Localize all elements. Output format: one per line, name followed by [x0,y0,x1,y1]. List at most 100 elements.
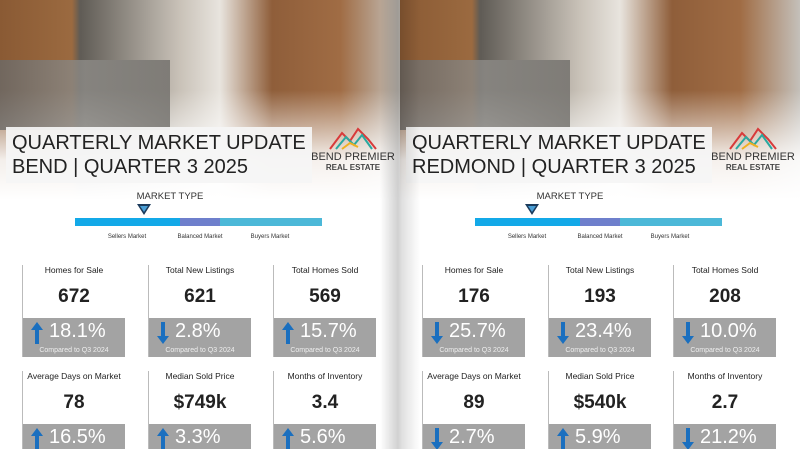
balanced-market-label: Balanced Market [177,234,223,240]
sellers-market-label: Sellers Market [507,234,547,240]
stat-card: Total New Listings 621 2.8% Compared to … [148,265,251,357]
stat-change: 25.7% [449,320,506,342]
stat-compare: Compared to Q3 2024 [565,347,635,354]
arrow-up-icon [31,428,43,449]
stat-value: 2.7 [711,392,739,413]
mountain-logo-icon [329,127,377,150]
buyers-market-label: Buyers Market [650,234,690,240]
market-indicator-triangle-icon [137,204,152,215]
buyers-market-label: Buyers Market [250,234,290,240]
stat-change: 5.6% [300,426,346,448]
market-type-label: MARKET TYPE [536,191,604,202]
title-line-2: BEND | QUARTER 3 2025 [12,156,249,178]
buyers-segment [620,218,722,226]
stat-card: Months of Inventory 2.7 21.2% [673,371,776,449]
stat-change-box: 2.7% [423,424,525,449]
stat-value: 208 [709,286,741,307]
stat-change: 15.7% [300,320,357,342]
arrow-up-icon [157,428,169,449]
stat-change: 5.9% [575,426,621,448]
stat-value: 3.4 [311,392,339,413]
stat-card: Median Sold Price $540k 5.9% [548,371,651,449]
stat-value: 193 [584,286,616,307]
stat-label: Homes for Sale [444,265,504,275]
sellers-segment [75,218,180,226]
stat-value: 176 [458,286,490,307]
stat-change-box: 10.0% Compared to Q3 2024 [674,318,776,357]
page-fold-shadow [380,0,420,449]
stat-label: Median Sold Price [565,371,635,381]
sellers-segment [475,218,580,226]
stat-card: Months of Inventory 3.4 5.6% [273,371,376,449]
stat-compare: Compared to Q3 2024 [690,347,760,354]
arrow-down-icon [682,322,694,344]
stat-label: Total New Listings [565,265,635,275]
stat-card: Total Homes Sold 208 10.0% Compared to Q… [673,265,776,357]
stat-label: Homes for Sale [44,265,104,275]
stat-change-box: 2.8% Compared to Q3 2024 [149,318,251,357]
stat-value: 569 [309,286,341,307]
stat-label: Median Sold Price [165,371,235,381]
stat-change: 3.3% [175,426,221,448]
stat-compare: Compared to Q3 2024 [165,347,235,354]
stat-change-box: 25.7% Compared to Q3 2024 [423,318,525,357]
stat-label: Average Days on Market [27,371,121,381]
stat-change-box: 3.3% [149,424,251,449]
stat-card: Homes for Sale 672 18.1% Compared to Q3 … [22,265,125,357]
arrow-up-icon [31,322,43,344]
page-title: QUARTERLY MARKET UPDATE REDMOND | QUARTE… [406,127,712,183]
fireplace-photo-detail [400,60,570,130]
market-type-label: MARKET TYPE [136,191,204,202]
balanced-segment [180,218,220,226]
stat-change-box: 15.7% Compared to Q3 2024 [274,318,376,357]
page-title: QUARTERLY MARKET UPDATE BEND | QUARTER 3… [6,127,312,183]
market-indicator-triangle-icon [524,204,539,215]
arrow-down-icon [157,322,169,344]
logo-name: BEND PREMIER [311,151,395,163]
arrow-down-icon [682,428,694,449]
arrow-up-icon [557,428,569,449]
balanced-segment [580,218,620,226]
stat-change-box: 5.9% [549,424,651,449]
stat-card: Total Homes Sold 569 15.7% Compared to Q… [273,265,376,357]
stat-compare: Compared to Q3 2024 [290,347,360,354]
stat-change: 16.5% [49,426,106,448]
logo: BEND PREMIER REAL ESTATE [710,125,796,172]
arrow-down-icon [557,322,569,344]
stat-change-box: 18.1% Compared to Q3 2024 [23,318,125,357]
report-page-1: QUARTERLY MARKET UPDATE REDMOND | QUARTE… [400,0,800,449]
stat-change: 2.7% [449,426,495,448]
sellers-market-label: Sellers Market [107,234,147,240]
stat-value: 78 [63,392,85,413]
market-type-bar [75,218,322,226]
arrow-down-icon [431,322,443,344]
stat-change-box: 21.2% [674,424,776,449]
logo: BEND PREMIER REAL ESTATE [310,125,396,172]
balanced-market-label: Balanced Market [577,234,623,240]
report-page-0: QUARTERLY MARKET UPDATE BEND | QUARTER 3… [0,0,400,449]
stat-card: Average Days on Market 89 2.7% [422,371,525,449]
title-line-1: QUARTERLY MARKET UPDATE [412,132,706,154]
stat-value: $749k [173,392,227,413]
logo-name: BEND PREMIER [711,151,795,163]
stat-label: Total New Listings [165,265,235,275]
stat-change: 23.4% [575,320,632,342]
arrow-up-icon [282,428,294,449]
stat-label: Total Homes Sold [291,265,359,275]
stat-label: Total Homes Sold [691,265,759,275]
stat-label: Months of Inventory [287,371,363,381]
stat-value: $540k [573,392,627,413]
title-line-1: QUARTERLY MARKET UPDATE [12,132,306,154]
stat-compare: Compared to Q3 2024 [39,347,109,354]
stat-card: Total New Listings 193 23.4% Compared to… [548,265,651,357]
title-line-2: REDMOND | QUARTER 3 2025 [412,156,696,178]
mountain-logo-icon [729,127,777,150]
stat-label: Average Days on Market [427,371,521,381]
stat-compare: Compared to Q3 2024 [439,347,509,354]
stat-card: Average Days on Market 78 16.5% [22,371,125,449]
stat-value: 672 [58,286,90,307]
stat-label: Months of Inventory [687,371,763,381]
stat-change: 10.0% [700,320,757,342]
stat-change-box: 5.6% [274,424,376,449]
arrow-down-icon [431,428,443,449]
